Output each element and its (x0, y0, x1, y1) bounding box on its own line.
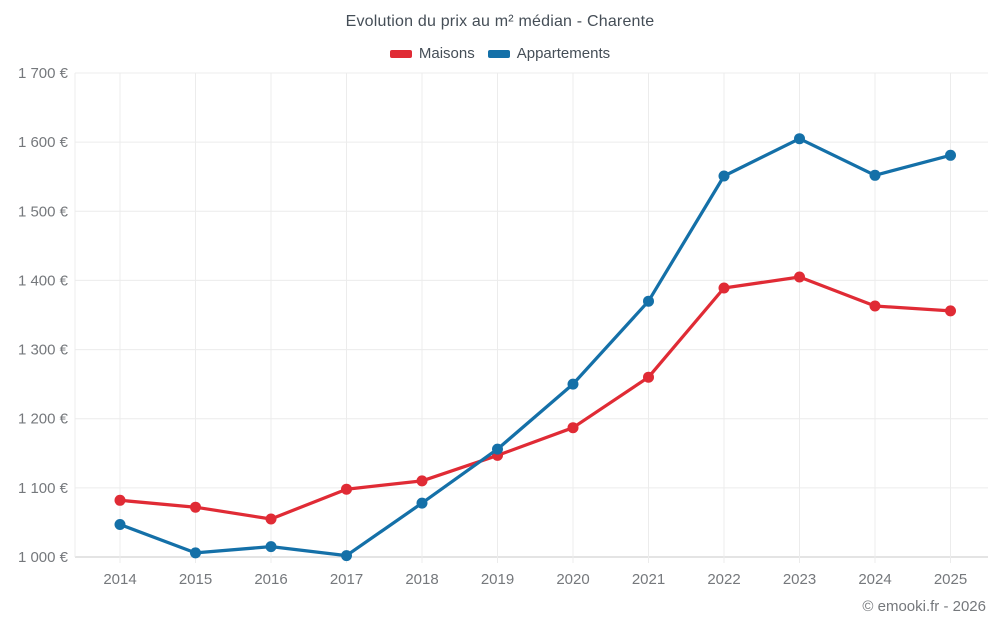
x-tick-label: 2018 (405, 571, 438, 588)
x-tick-label: 2025 (934, 571, 967, 588)
x-tick-label: 2015 (179, 571, 212, 588)
data-point-appartements-2018[interactable] (416, 497, 428, 509)
data-point-appartements-2019[interactable] (492, 443, 503, 455)
x-tick-label: 2022 (707, 571, 740, 588)
y-tick-label: 1 600 € (18, 134, 69, 151)
data-point-maisons-2020[interactable] (567, 422, 579, 434)
y-tick-label: 1 200 € (18, 411, 69, 428)
data-point-maisons-2018[interactable] (416, 475, 428, 487)
x-tick-label: 2017 (330, 571, 363, 588)
maisons-color-swatch (389, 49, 412, 58)
x-tick-label: 2024 (858, 571, 891, 588)
data-point-maisons-2014[interactable] (114, 494, 126, 506)
data-point-maisons-2015[interactable] (190, 501, 201, 513)
y-tick-label: 1 000 € (18, 549, 69, 566)
legend-item-appartements[interactable]: Appartements (487, 45, 611, 62)
appartements-color-swatch (487, 49, 510, 58)
data-point-maisons-2017[interactable] (341, 483, 352, 495)
y-tick-label: 1 300 € (18, 342, 69, 359)
data-point-appartements-2020[interactable] (567, 378, 579, 390)
series-line-appartements (118, 137, 953, 558)
data-point-maisons-2022[interactable] (718, 282, 730, 294)
chart-title: Evolution du prix au m² médian - Charent… (345, 13, 655, 30)
data-point-appartements-2016[interactable] (265, 541, 277, 553)
y-tick-label: 1 500 € (18, 203, 69, 220)
data-point-maisons-2016[interactable] (265, 513, 277, 525)
data-point-appartements-2021[interactable] (643, 295, 654, 307)
x-tick-label: 2016 (254, 571, 287, 588)
data-point-appartements-2015[interactable] (190, 547, 201, 559)
copyright: © emooki.fr - 2026 (862, 598, 986, 615)
data-point-maisons-2021[interactable] (643, 371, 654, 383)
x-tick-label: 2021 (632, 571, 665, 588)
chart-legend: Maisons Appartements (0, 45, 1000, 62)
y-tick-label: 1 100 € (18, 480, 69, 497)
x-tick-label: 2023 (783, 571, 816, 588)
data-point-appartements-2024[interactable] (869, 169, 881, 181)
data-point-maisons-2025[interactable] (945, 305, 956, 317)
data-point-appartements-2023[interactable] (794, 133, 805, 145)
legend-item-maisons[interactable]: Maisons (389, 45, 475, 62)
data-point-appartements-2017[interactable] (341, 550, 352, 562)
x-tick-label: 2019 (481, 571, 514, 588)
data-point-appartements-2025[interactable] (945, 149, 956, 161)
data-point-maisons-2024[interactable] (869, 300, 881, 312)
y-tick-label: 1 400 € (18, 272, 69, 289)
series-line-maisons (118, 275, 953, 521)
data-point-appartements-2014[interactable] (114, 519, 126, 530)
x-tick-label: 2020 (556, 571, 589, 588)
legend-label-appartements: Appartements (516, 45, 611, 62)
legend-label-maisons: Maisons (418, 45, 475, 62)
x-tick-label: 2014 (103, 571, 136, 588)
data-point-maisons-2023[interactable] (794, 271, 805, 283)
y-tick-label: 1 700 € (18, 65, 69, 82)
data-point-appartements-2022[interactable] (718, 170, 730, 182)
